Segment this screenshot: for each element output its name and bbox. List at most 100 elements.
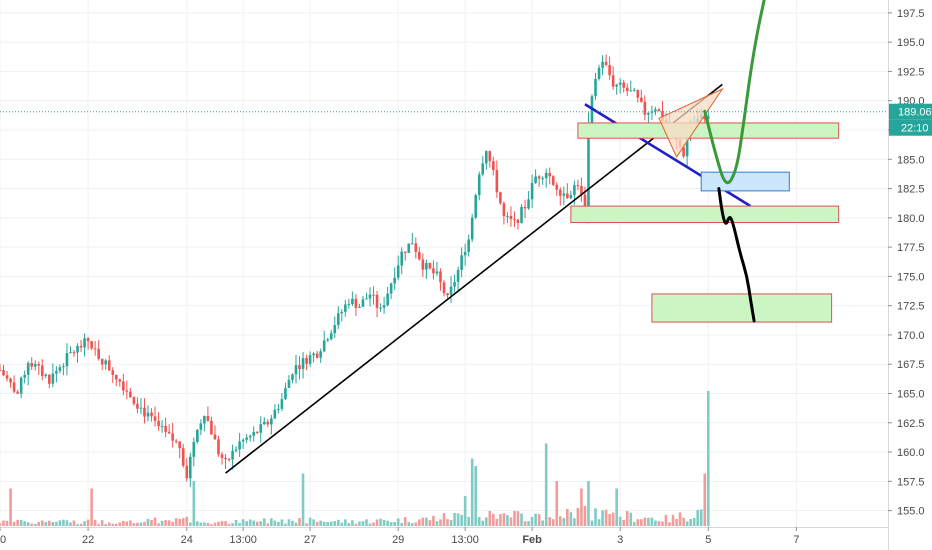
- candlestick-series: [0, 54, 710, 488]
- volume-bar: [9, 488, 12, 526]
- volume-bar: [51, 522, 55, 526]
- candle-body: [403, 251, 407, 253]
- candle-body: [601, 61, 604, 68]
- candle-body: [114, 374, 118, 380]
- candle-body: [322, 340, 326, 352]
- volume-bar: [136, 522, 139, 526]
- volume-bar: [611, 512, 615, 526]
- volume-bar: [266, 523, 270, 526]
- candle-body: [33, 364, 37, 367]
- volume-bar: [400, 522, 404, 526]
- time-tick-label: 13:00: [451, 534, 479, 546]
- volume-bar: [287, 519, 291, 526]
- candle-body: [534, 176, 537, 183]
- volume-bar: [640, 519, 643, 526]
- volume-bar: [527, 521, 530, 526]
- candle-body: [460, 255, 463, 270]
- candle-body: [481, 163, 485, 175]
- volume-bar: [506, 515, 509, 526]
- volume-bar: [379, 518, 382, 526]
- candle-body: [558, 189, 562, 196]
- candle-body: [604, 61, 608, 66]
- volume-bar: [305, 523, 308, 526]
- candle-body: [418, 251, 421, 260]
- candle-body: [615, 84, 618, 87]
- price-axis-background: [888, 0, 932, 550]
- candle-body: [312, 353, 315, 356]
- volume-bar: [298, 518, 301, 526]
- candle-body: [382, 305, 386, 308]
- candle-body: [241, 439, 245, 442]
- volume-bar: [157, 523, 160, 526]
- candle-body: [248, 435, 252, 438]
- candle-body: [188, 456, 192, 479]
- candle-body: [9, 378, 12, 383]
- candle-body: [657, 109, 661, 112]
- candle-body: [206, 416, 210, 421]
- volume-bar: [181, 518, 185, 526]
- candle-body: [608, 65, 611, 76]
- triangle-pattern: [658, 87, 724, 158]
- volume-bar: [583, 505, 587, 526]
- volume-bar: [410, 523, 414, 526]
- volume-bar: [499, 514, 502, 526]
- volume-bar: [699, 509, 703, 526]
- volume-bar: [661, 521, 664, 526]
- volume-bar: [206, 522, 210, 526]
- candle-body: [2, 370, 5, 376]
- volume-bar: [185, 516, 189, 526]
- candle-body: [19, 377, 23, 394]
- volume-bar: [601, 510, 604, 526]
- candle-body: [421, 259, 425, 270]
- candle-body: [48, 374, 51, 384]
- volume-bar: [654, 520, 657, 526]
- price-tick-label: 195.0: [897, 37, 925, 49]
- candle-body: [196, 429, 199, 442]
- price-axis[interactable]: 155.0 157.5 160.0 162.5 165.0 167.5 170.0 172.5…: [888, 0, 932, 550]
- volume-bar: [122, 520, 125, 526]
- candle-body: [484, 151, 488, 164]
- candle-body: [544, 172, 548, 179]
- volume-bar: [277, 521, 280, 526]
- candle-body: [287, 379, 291, 388]
- price-tick-label: 197.5: [897, 8, 925, 20]
- candle-body: [365, 298, 368, 300]
- volume-bar: [576, 508, 580, 526]
- volume-bar: [449, 520, 453, 526]
- volume-bar: [160, 520, 164, 526]
- candle-body: [107, 360, 111, 371]
- time-tick-label: 13:00: [229, 534, 257, 546]
- candle-body: [566, 193, 569, 199]
- volume-bar: [418, 519, 421, 526]
- candle-body: [51, 373, 55, 384]
- volume-bar: [382, 519, 386, 526]
- candle-body: [467, 239, 470, 252]
- volume-bar: [544, 443, 548, 526]
- volume-bar: [199, 522, 203, 526]
- volume-bar: [125, 521, 129, 526]
- volume-bar: [196, 521, 199, 526]
- volume-bar: [259, 521, 263, 526]
- time-axis[interactable]: 0 22 24 13:00 27 29 13:00 Feb 3 5 7: [0, 527, 888, 550]
- volume-bar: [220, 520, 224, 526]
- volume-bar: [692, 517, 696, 526]
- candle-body: [506, 215, 509, 217]
- volume-bar: [351, 520, 354, 526]
- candle-body: [336, 313, 340, 326]
- candle-body: [171, 433, 174, 441]
- volume-bar: [5, 520, 9, 526]
- candle-body: [122, 381, 125, 391]
- volume-bar: [26, 522, 30, 526]
- volume-bar: [375, 519, 379, 526]
- candle-body: [541, 178, 544, 180]
- volume-bar: [23, 521, 26, 526]
- candle-body: [516, 219, 520, 224]
- volume-bar: [492, 513, 495, 526]
- volume-bar: [234, 519, 238, 526]
- candle-body: [93, 348, 97, 350]
- volume-bar: [55, 521, 58, 526]
- candle-body: [488, 151, 492, 162]
- volume-bar: [2, 520, 5, 526]
- candle-body: [640, 97, 643, 102]
